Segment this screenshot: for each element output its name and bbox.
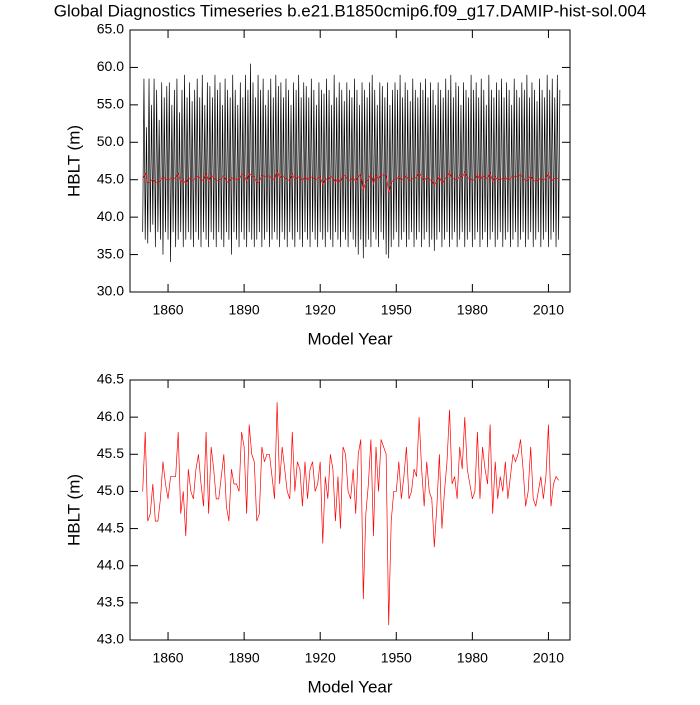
y-tick-label: 65.0: [97, 21, 124, 37]
y-tick-label: 60.0: [97, 58, 124, 74]
x-tick-label: 2010: [533, 302, 564, 318]
y-tick-label: 45.0: [97, 170, 124, 186]
y-tick-label: 44.5: [97, 519, 124, 535]
x-tick-label: 1920: [305, 302, 336, 318]
y-tick-label: 35.0: [97, 245, 124, 261]
x-tick-label: 1890: [229, 302, 260, 318]
data-line: [142, 169, 559, 194]
y-tick-label: 43.0: [97, 631, 124, 647]
y-axis-label: HBLT (m): [64, 474, 83, 546]
x-tick-label: 1860: [152, 302, 183, 318]
plot-frame: [129, 29, 571, 293]
x-tick-label: 1920: [305, 650, 336, 666]
y-tick-label: 50.0: [97, 133, 124, 149]
data-line: [142, 402, 559, 626]
x-tick-label: 1950: [381, 302, 412, 318]
chart-title: Global Diagnostics Timeseries b.e21.B185…: [54, 1, 646, 20]
x-axis-label: Model Year: [307, 329, 392, 348]
x-tick-label: 2010: [533, 650, 564, 666]
x-tick-label: 1950: [381, 650, 412, 666]
y-tick-label: 40.0: [97, 208, 124, 224]
y-tick-label: 30.0: [97, 283, 124, 299]
x-tick-label: 1980: [457, 302, 488, 318]
plot-frame: [129, 379, 571, 641]
y-tick-label: 55.0: [97, 96, 124, 112]
x-tick-label: 1980: [457, 650, 488, 666]
y-tick-label: 46.0: [97, 408, 124, 424]
y-tick-label: 45.0: [97, 482, 124, 498]
x-axis-label: Model Year: [307, 677, 392, 696]
y-tick-label: 44.0: [97, 556, 124, 572]
y-axis-label: HBLT (m): [64, 125, 83, 197]
y-tick-label: 45.5: [97, 445, 124, 461]
x-tick-label: 1890: [229, 650, 260, 666]
y-tick-label: 46.5: [97, 371, 124, 387]
x-tick-label: 1860: [152, 650, 183, 666]
y-tick-label: 43.5: [97, 594, 124, 610]
data-line: [142, 63, 561, 263]
